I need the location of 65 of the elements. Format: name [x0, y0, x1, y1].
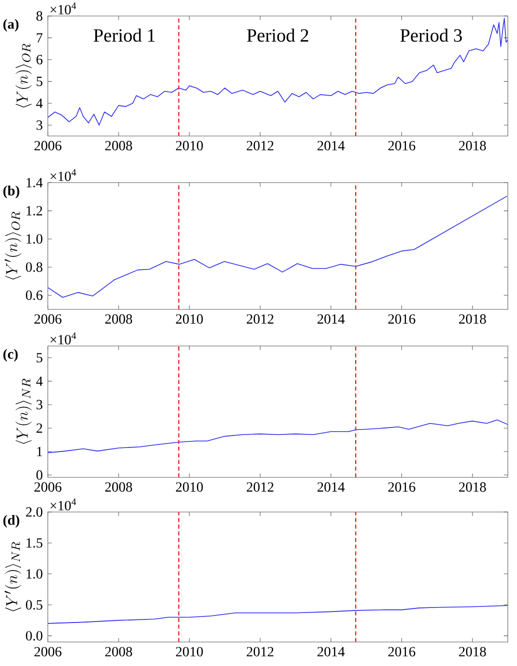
x-tick-label: 2012	[246, 646, 274, 656]
x-tick-label: 2014	[317, 482, 345, 492]
y-tick-label: 5	[36, 76, 42, 86]
x-tick-label: 2006	[34, 482, 62, 492]
x-tick-label: 2018	[458, 482, 486, 492]
y-axis-title: $\langle Y(n)\rangle_{OR}$	[16, 44, 32, 108]
chart-title: (a)	[3, 18, 18, 32]
x-tick-label: 2012	[246, 314, 274, 324]
x-tick-label: 2018	[458, 140, 486, 150]
text: ×10$^{4}$	[50, 169, 76, 182]
x-tick-label: 2008	[105, 482, 132, 492]
y-axis-title: $\langle Y(n)\rangle_{NR}$	[16, 378, 32, 444]
y-tick-label: 1.2	[26, 206, 42, 216]
x-tick-label: 2010	[176, 482, 203, 492]
y-tick-label: 6	[36, 54, 42, 64]
x-tick-label: 2010	[176, 646, 203, 656]
x-tick-label: 2016	[388, 140, 416, 150]
x-tick-label: 2008	[105, 314, 132, 324]
x-tick-label: 2010	[176, 140, 203, 150]
x-tick-label: 2014	[317, 646, 345, 656]
y-tick-label: 4	[36, 376, 43, 386]
x-tick-label: 2012	[246, 482, 274, 492]
y-tick-label: 0.0	[26, 631, 42, 641]
y-axis-title: $\langle Y'(n)\rangle_{NR}$	[4, 542, 22, 612]
y-tick-label: 3	[36, 400, 42, 410]
y-tick-label: 2	[36, 423, 42, 433]
x-tick-label: 2018	[458, 314, 486, 324]
y-tick-label: 0.6	[26, 290, 42, 300]
x-tick-label: 2010	[176, 314, 203, 324]
annotation: Period 1	[94, 28, 155, 42]
chart-title: (b)	[3, 186, 20, 198]
x-tick-label: 2006	[34, 646, 62, 656]
x-tick-label: 2016	[388, 646, 416, 656]
y-tick-label: 0.8	[26, 262, 42, 272]
x-tick-label: 2006	[34, 140, 62, 150]
y-tick-label: 2.0	[26, 507, 42, 517]
y-tick-label: 7	[36, 33, 42, 42]
x-tick-label: 2014	[317, 314, 345, 324]
x-tick-label: 2014	[317, 140, 345, 150]
x-tick-label: 2008	[105, 646, 132, 656]
x-tick-label: 2006	[34, 314, 62, 324]
x-tick-label: 2012	[246, 140, 274, 150]
y-tick-label: 5	[36, 353, 42, 362]
x-tick-label: 2018	[458, 646, 486, 656]
y-tick-label: 1.0	[26, 569, 42, 579]
y-tick-label: 1	[37, 446, 42, 456]
annotation: Period 3	[400, 28, 462, 42]
y-tick-label: 1.5	[26, 538, 42, 548]
x-tick-label: 2008	[105, 140, 132, 150]
annotation: Period 2	[246, 28, 308, 42]
text: ×10$^{4}$	[50, 332, 76, 344]
y-tick-label: 1.0	[26, 234, 42, 244]
y-axis-title: $\langle Y'(n)\rangle_{OR}$	[4, 212, 22, 280]
chart-title: (c)	[3, 348, 18, 362]
y-tick-label: 8	[36, 11, 42, 21]
y-tick-label: 1.4	[26, 178, 43, 188]
text: ×10$^{4}$	[50, 498, 76, 510]
chart-title: (d)	[3, 514, 20, 528]
y-tick-label: 3	[36, 120, 42, 130]
y-tick-label: 0.5	[26, 600, 42, 610]
y-tick-label: 0	[36, 470, 42, 480]
x-tick-label: 2016	[388, 482, 416, 492]
text: ×10$^{4}$	[50, 2, 76, 14]
y-tick-label: 4	[36, 98, 43, 108]
x-tick-label: 2016	[388, 314, 416, 324]
